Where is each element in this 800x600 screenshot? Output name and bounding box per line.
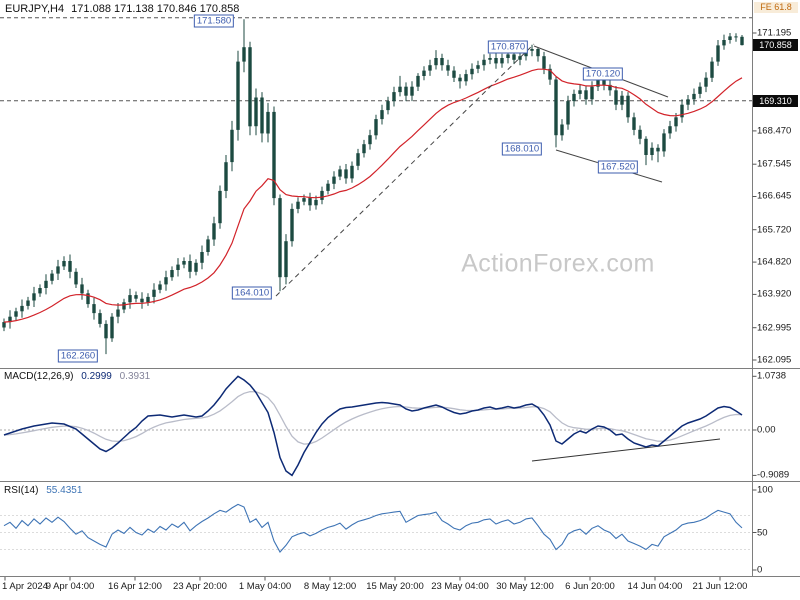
swing-price-label[interactable]: 162.260 bbox=[57, 349, 99, 363]
rsi-indicator-label: RSI(14) 55.4351 bbox=[4, 485, 82, 496]
swing-price-label[interactable]: 170.870 bbox=[487, 40, 529, 54]
rsi-value: 55.4351 bbox=[46, 485, 83, 496]
level-price-tag: 169.310 bbox=[753, 94, 798, 107]
symbol-timeframe: EURJPY,H4 bbox=[5, 3, 65, 15]
macd-value: 0.2999 bbox=[81, 371, 112, 382]
swing-price-label[interactable]: 164.010 bbox=[231, 286, 273, 300]
symbol-title: EURJPY,H4 171.088 171.138 170.846 170.85… bbox=[5, 3, 239, 15]
swing-price-label[interactable]: 170.120 bbox=[582, 67, 624, 81]
current-price-tag: 170.858 bbox=[753, 39, 798, 52]
macd-pane[interactable] bbox=[0, 369, 752, 481]
rsi-name: RSI(14) bbox=[4, 485, 39, 496]
watermark: ActionForex.com bbox=[461, 249, 655, 278]
price-chart-pane[interactable] bbox=[0, 0, 752, 368]
macd-indicator-label: MACD(12,26,9) 0.2999 0.3931 bbox=[4, 371, 150, 382]
ohlc-readout: 171.088 171.138 170.846 170.858 bbox=[71, 3, 240, 15]
macd-name: MACD(12,26,9) bbox=[4, 371, 74, 382]
rsi-pane[interactable] bbox=[0, 483, 752, 576]
swing-price-label[interactable]: 168.010 bbox=[501, 142, 543, 156]
fib-extension-tag: FE 61.8 bbox=[754, 2, 798, 13]
swing-price-label[interactable]: 171.580 bbox=[193, 14, 235, 28]
time-axis-strip[interactable] bbox=[0, 577, 800, 600]
price-axis-strip[interactable] bbox=[753, 0, 800, 576]
macd-signal-value: 0.3931 bbox=[119, 371, 151, 382]
swing-price-label[interactable]: 167.520 bbox=[597, 160, 639, 174]
